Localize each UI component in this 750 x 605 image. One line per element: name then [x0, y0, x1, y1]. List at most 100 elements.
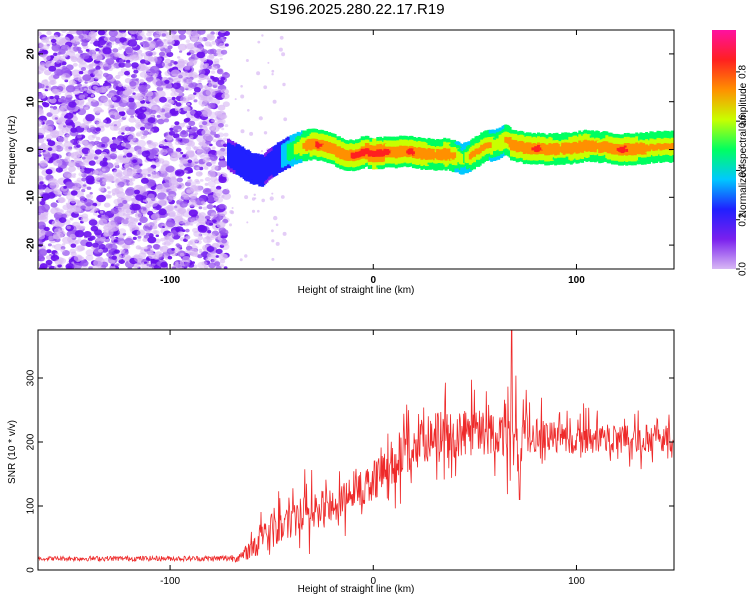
- colorbar-tick-label: 0.4: [738, 163, 749, 177]
- noise-speckle: [88, 219, 98, 226]
- noise-speckle: [38, 138, 45, 144]
- spectrogram-ytick-label: 0: [26, 146, 37, 152]
- ridge-cell: [362, 152, 366, 155]
- noise-speckle: [185, 65, 190, 70]
- noise-speckle: [71, 79, 76, 82]
- noise-speckle: [48, 235, 55, 241]
- noise-speckle: [49, 35, 55, 40]
- noise-speckle: [137, 96, 144, 102]
- noise-speckle: [211, 219, 217, 224]
- noise-speckle: [101, 168, 106, 172]
- noise-speckle: [109, 143, 118, 150]
- noise-speckle: [199, 172, 203, 175]
- noise-speckle: [113, 125, 120, 131]
- noise-speckle: [57, 117, 66, 125]
- noise-speckle: [50, 202, 58, 208]
- colorbar-tick-label: 0.8: [738, 64, 749, 78]
- ridge-peak-cell: [318, 143, 321, 147]
- noise-speckle: [85, 194, 91, 198]
- noise-speckle: [282, 231, 287, 236]
- noise-speckle: [111, 193, 116, 196]
- noise-speckle: [282, 82, 286, 87]
- ridge-cell: [488, 142, 492, 148]
- noise-speckle: [74, 121, 81, 127]
- noise-speckle: [75, 147, 81, 151]
- noise-speckle: [133, 189, 140, 195]
- noise-speckle: [132, 236, 137, 240]
- noise-speckle: [130, 210, 135, 214]
- noise-speckle: [108, 92, 115, 98]
- ridge-peak-cell: [528, 146, 532, 150]
- noise-speckle: [124, 70, 130, 76]
- noise-speckle: [81, 41, 88, 47]
- noise-speckle: [146, 265, 155, 269]
- noise-speckle: [46, 55, 54, 61]
- noise-speckle: [168, 130, 175, 136]
- noise-speckle: [219, 264, 224, 268]
- noise-speckle: [73, 180, 83, 188]
- noise-speckle: [106, 186, 111, 190]
- noise-speckle: [84, 106, 89, 111]
- noise-speckle: [70, 56, 78, 63]
- noise-speckle: [93, 54, 103, 61]
- colorbar: 0.0 0.2 0.4 0.6 0.8 Normalized spectral ampl…: [712, 30, 749, 276]
- noise-speckle: [159, 246, 164, 250]
- snr-ytick-label: 200: [26, 433, 37, 450]
- noise-speckle: [70, 39, 76, 43]
- noise-speckle: [150, 186, 156, 191]
- noise-speckle: [208, 54, 215, 59]
- noise-speckle: [64, 79, 69, 83]
- noise-speckle: [196, 240, 202, 245]
- noise-speckle: [144, 43, 150, 48]
- noise-speckle: [70, 139, 75, 143]
- noise-speckle: [191, 37, 197, 42]
- noise-speckle: [115, 74, 121, 80]
- noise-speckle: [106, 93, 111, 97]
- noise-speckle: [217, 79, 225, 86]
- noise-speckle: [182, 60, 188, 64]
- noise-speckle: [156, 40, 164, 47]
- noise-speckle: [135, 132, 141, 137]
- noise-speckle: [118, 41, 127, 48]
- noise-speckle: [59, 33, 64, 37]
- noise-speckle: [138, 252, 147, 259]
- noise-speckle: [45, 259, 53, 265]
- noise-speckle: [186, 30, 193, 35]
- noise-speckle: [207, 171, 216, 178]
- noise-speckle: [131, 203, 141, 211]
- noise-speckle: [55, 145, 64, 152]
- noise-speckle: [40, 188, 44, 192]
- noise-speckle: [106, 252, 113, 258]
- noise-speckle: [283, 117, 288, 122]
- noise-speckle: [179, 201, 188, 208]
- noise-speckle: [64, 91, 73, 98]
- noise-speckle: [157, 118, 165, 125]
- spectrogram-ytick-label: -20: [26, 237, 37, 252]
- noise-speckle: [210, 176, 218, 182]
- noise-speckle: [148, 169, 155, 175]
- noise-speckle: [198, 94, 206, 101]
- noise-speckle: [171, 187, 177, 192]
- noise-speckle: [193, 99, 198, 103]
- ridge-peak-cell: [535, 147, 539, 151]
- noise-speckle: [110, 259, 116, 264]
- ridge-peak-cell: [511, 143, 515, 147]
- noise-speckle: [147, 210, 154, 216]
- snr-axes-ticks: -100 0 100 0 100 200 300: [26, 330, 674, 587]
- noise-speckle: [206, 162, 213, 167]
- noise-speckle: [45, 255, 52, 260]
- noise-speckle: [60, 73, 71, 81]
- noise-speckle: [88, 160, 96, 166]
- noise-speckle: [146, 32, 152, 37]
- noise-speckle: [138, 172, 147, 179]
- noise-speckle: [98, 38, 107, 46]
- noise-speckle: [98, 95, 108, 104]
- noise-speckle: [94, 156, 99, 160]
- noise-speckle: [240, 85, 243, 88]
- noise-speckle: [123, 214, 130, 220]
- noise-speckle: [91, 134, 97, 139]
- noise-speckle: [202, 206, 208, 211]
- noise-speckle: [165, 219, 176, 228]
- colorbar-tick-label: 0.6: [738, 114, 749, 128]
